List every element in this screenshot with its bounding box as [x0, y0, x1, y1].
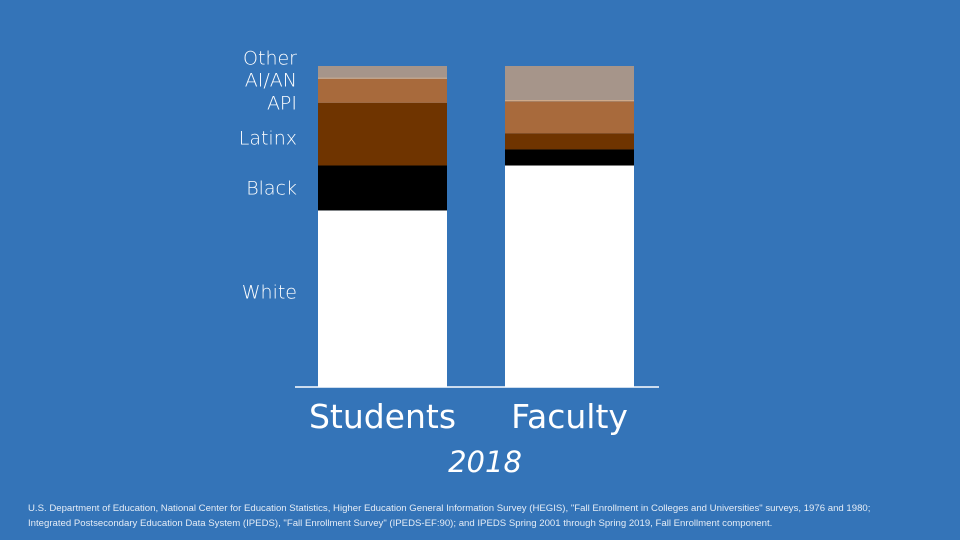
bar-faculty-other — [505, 66, 634, 101]
bar-students-black — [318, 165, 447, 211]
category-label-students: Students — [309, 397, 456, 436]
series-label-latinx: Latinx — [239, 128, 297, 150]
bar-faculty-latinx — [505, 133, 634, 150]
bar-faculty-black — [505, 149, 634, 166]
bar-students-white — [318, 210, 447, 387]
bar-students-api — [318, 78, 447, 103]
series-label-black: Black — [246, 178, 297, 200]
bar-faculty-api — [505, 101, 634, 134]
series-label-api: API — [267, 93, 297, 115]
bar-students-latinx — [318, 102, 447, 166]
category-label-faculty: Faculty — [511, 397, 628, 436]
source-line-2: Integrated Postsecondary Education Data … — [28, 518, 773, 529]
bar-faculty-ai-an — [505, 100, 634, 102]
chart-subtitle-year: 2018 — [448, 445, 522, 479]
source-line-1: U.S. Department of Education, National C… — [28, 503, 871, 514]
source-note: U.S. Department of Education, National C… — [28, 501, 938, 531]
bar-students-ai-an — [318, 77, 447, 79]
series-label-other: Other — [243, 48, 297, 70]
bar-students-other — [318, 66, 447, 78]
bar-segments — [318, 66, 634, 387]
category-labels: Students Faculty — [309, 397, 628, 436]
series-label-white: White — [242, 282, 297, 304]
series-label-ai-an: AI/AN — [245, 70, 297, 92]
bar-faculty-white — [505, 165, 634, 387]
